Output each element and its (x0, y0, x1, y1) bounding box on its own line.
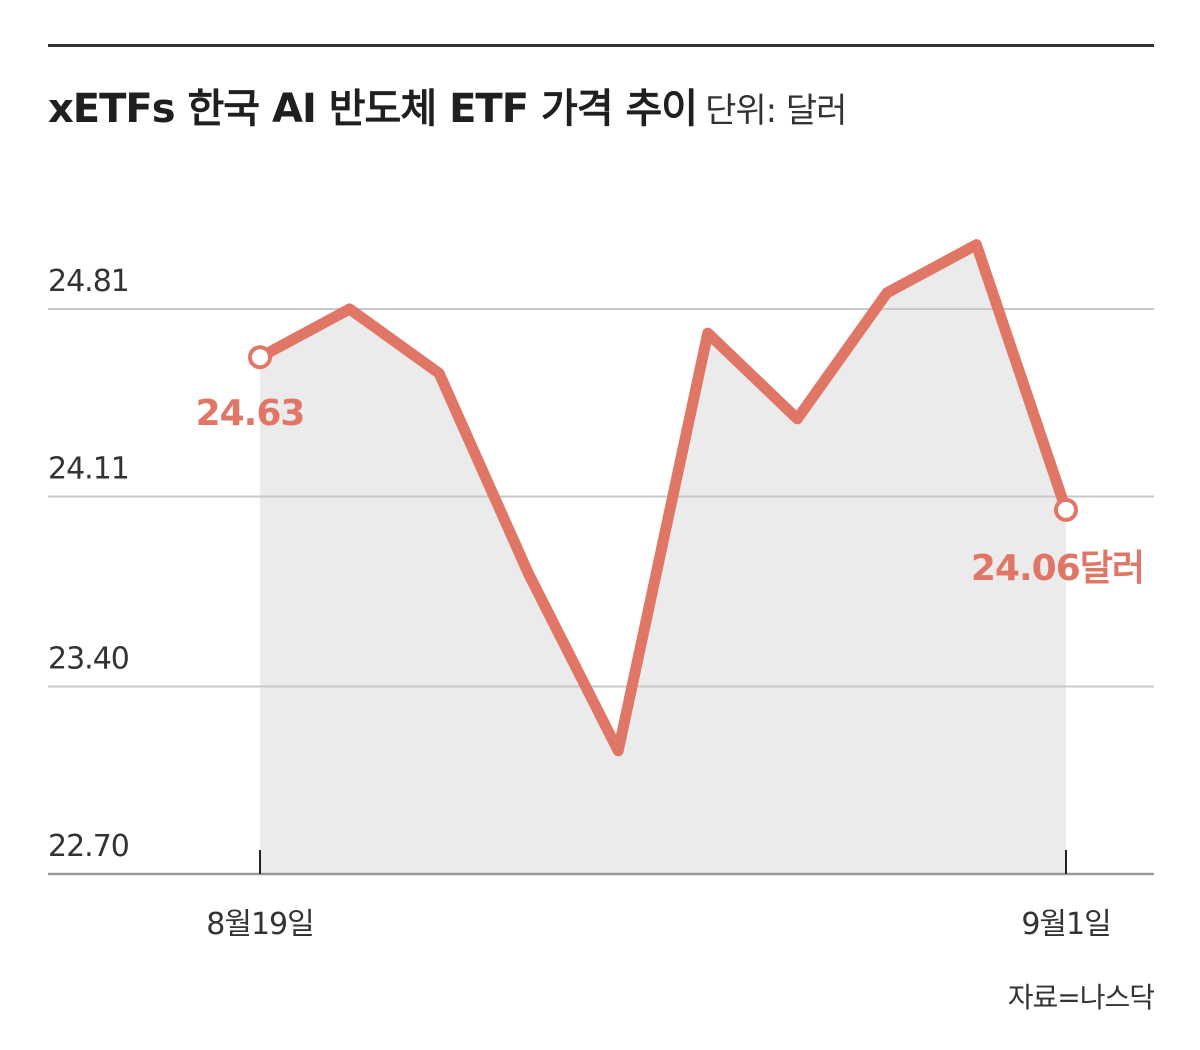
start-value-label: 24.63 (196, 393, 305, 434)
y-tick-label: 24.81 (48, 264, 129, 299)
title-row: xETFs 한국 AI 반도체 ETF 가격 추이 단위: 달러 (48, 76, 847, 134)
x-tick-label: 9월1일 (1021, 907, 1110, 942)
price-line (254, 239, 1072, 757)
end-value-label: 24.06달러 (971, 548, 1144, 589)
unit-label: 단위: 달러 (705, 91, 847, 131)
x-tick-label: 8월19일 (206, 907, 313, 942)
chart-title: xETFs 한국 AI 반도체 ETF 가격 추이 (48, 86, 698, 132)
end-point-marker (1054, 497, 1078, 522)
y-tick-label: 24.11 (48, 451, 129, 486)
top-rule (48, 44, 1154, 47)
y-tick-label: 23.40 (48, 642, 129, 677)
start-point-marker (248, 345, 272, 370)
y-tick-label: 22.70 (48, 829, 129, 864)
source-label: 자료=나스닥 (1007, 981, 1155, 1014)
